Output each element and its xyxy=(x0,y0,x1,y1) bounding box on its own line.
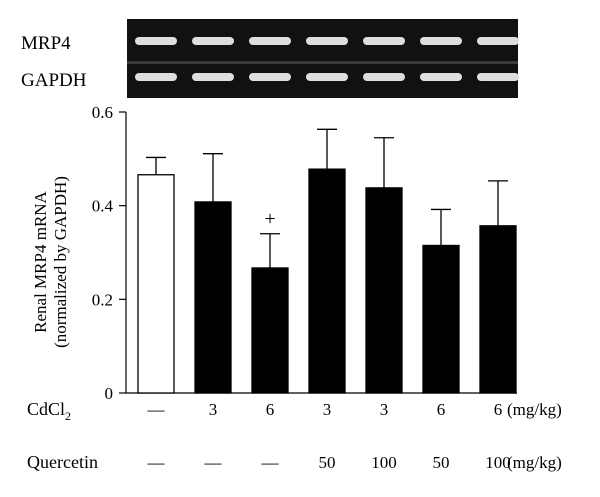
gel-row-label-gapdh: GAPDH xyxy=(21,70,87,91)
condition-value: 3 xyxy=(209,400,218,419)
gel-row-label-mrp4: MRP4 xyxy=(21,33,71,54)
condition-value: 50 xyxy=(433,453,450,472)
condition-value: 100 xyxy=(485,453,511,472)
condition-value: — xyxy=(147,453,166,472)
condition-value: — xyxy=(204,453,223,472)
gel-band xyxy=(135,37,177,45)
y-tick-label: 0.4 xyxy=(92,197,114,216)
gel-band xyxy=(477,73,519,81)
y-axis-label-line1: Renal MRP4 mRNA xyxy=(31,190,50,332)
gel-band xyxy=(306,37,348,45)
y-tick-label: 0 xyxy=(105,384,114,403)
gel-separator xyxy=(127,61,518,64)
gel-band xyxy=(363,73,405,81)
y-tick-label: 0.6 xyxy=(92,103,113,122)
bar xyxy=(422,244,460,394)
gel-band xyxy=(249,73,291,81)
row-label-cdcl2: CdCl2 xyxy=(27,399,71,423)
gel-band xyxy=(477,37,519,45)
unit-label-quercetin: (mg/kg) xyxy=(507,453,562,472)
gel-band xyxy=(135,73,177,81)
gel-band xyxy=(249,37,291,45)
condition-value: 6 xyxy=(437,400,446,419)
y-axis-label-line2: (normalized by GAPDH) xyxy=(51,176,70,348)
bar xyxy=(308,168,346,394)
bar xyxy=(194,201,232,394)
gel-background xyxy=(127,19,518,98)
condition-value: 6 xyxy=(494,400,503,419)
bar xyxy=(137,174,175,394)
bar xyxy=(365,187,403,394)
unit-label-cdcl2: (mg/kg) xyxy=(507,400,562,419)
condition-value: 3 xyxy=(323,400,332,419)
y-tick-label: 0.2 xyxy=(92,290,113,309)
condition-value: 3 xyxy=(380,400,389,419)
bar xyxy=(251,267,289,394)
condition-value: 6 xyxy=(266,400,275,419)
row-label-quercetin: Quercetin xyxy=(27,452,98,472)
gel-band xyxy=(192,73,234,81)
condition-value: — xyxy=(261,453,280,472)
gel-band xyxy=(420,37,462,45)
condition-value: 50 xyxy=(319,453,336,472)
gel-band xyxy=(363,37,405,45)
bar xyxy=(479,225,517,394)
gel-band xyxy=(306,73,348,81)
gel-blot xyxy=(127,19,519,98)
gel-band xyxy=(420,73,462,81)
gel-band xyxy=(192,37,234,45)
condition-value: 100 xyxy=(371,453,397,472)
condition-value: — xyxy=(147,400,166,419)
significance-marker: + xyxy=(264,208,275,230)
